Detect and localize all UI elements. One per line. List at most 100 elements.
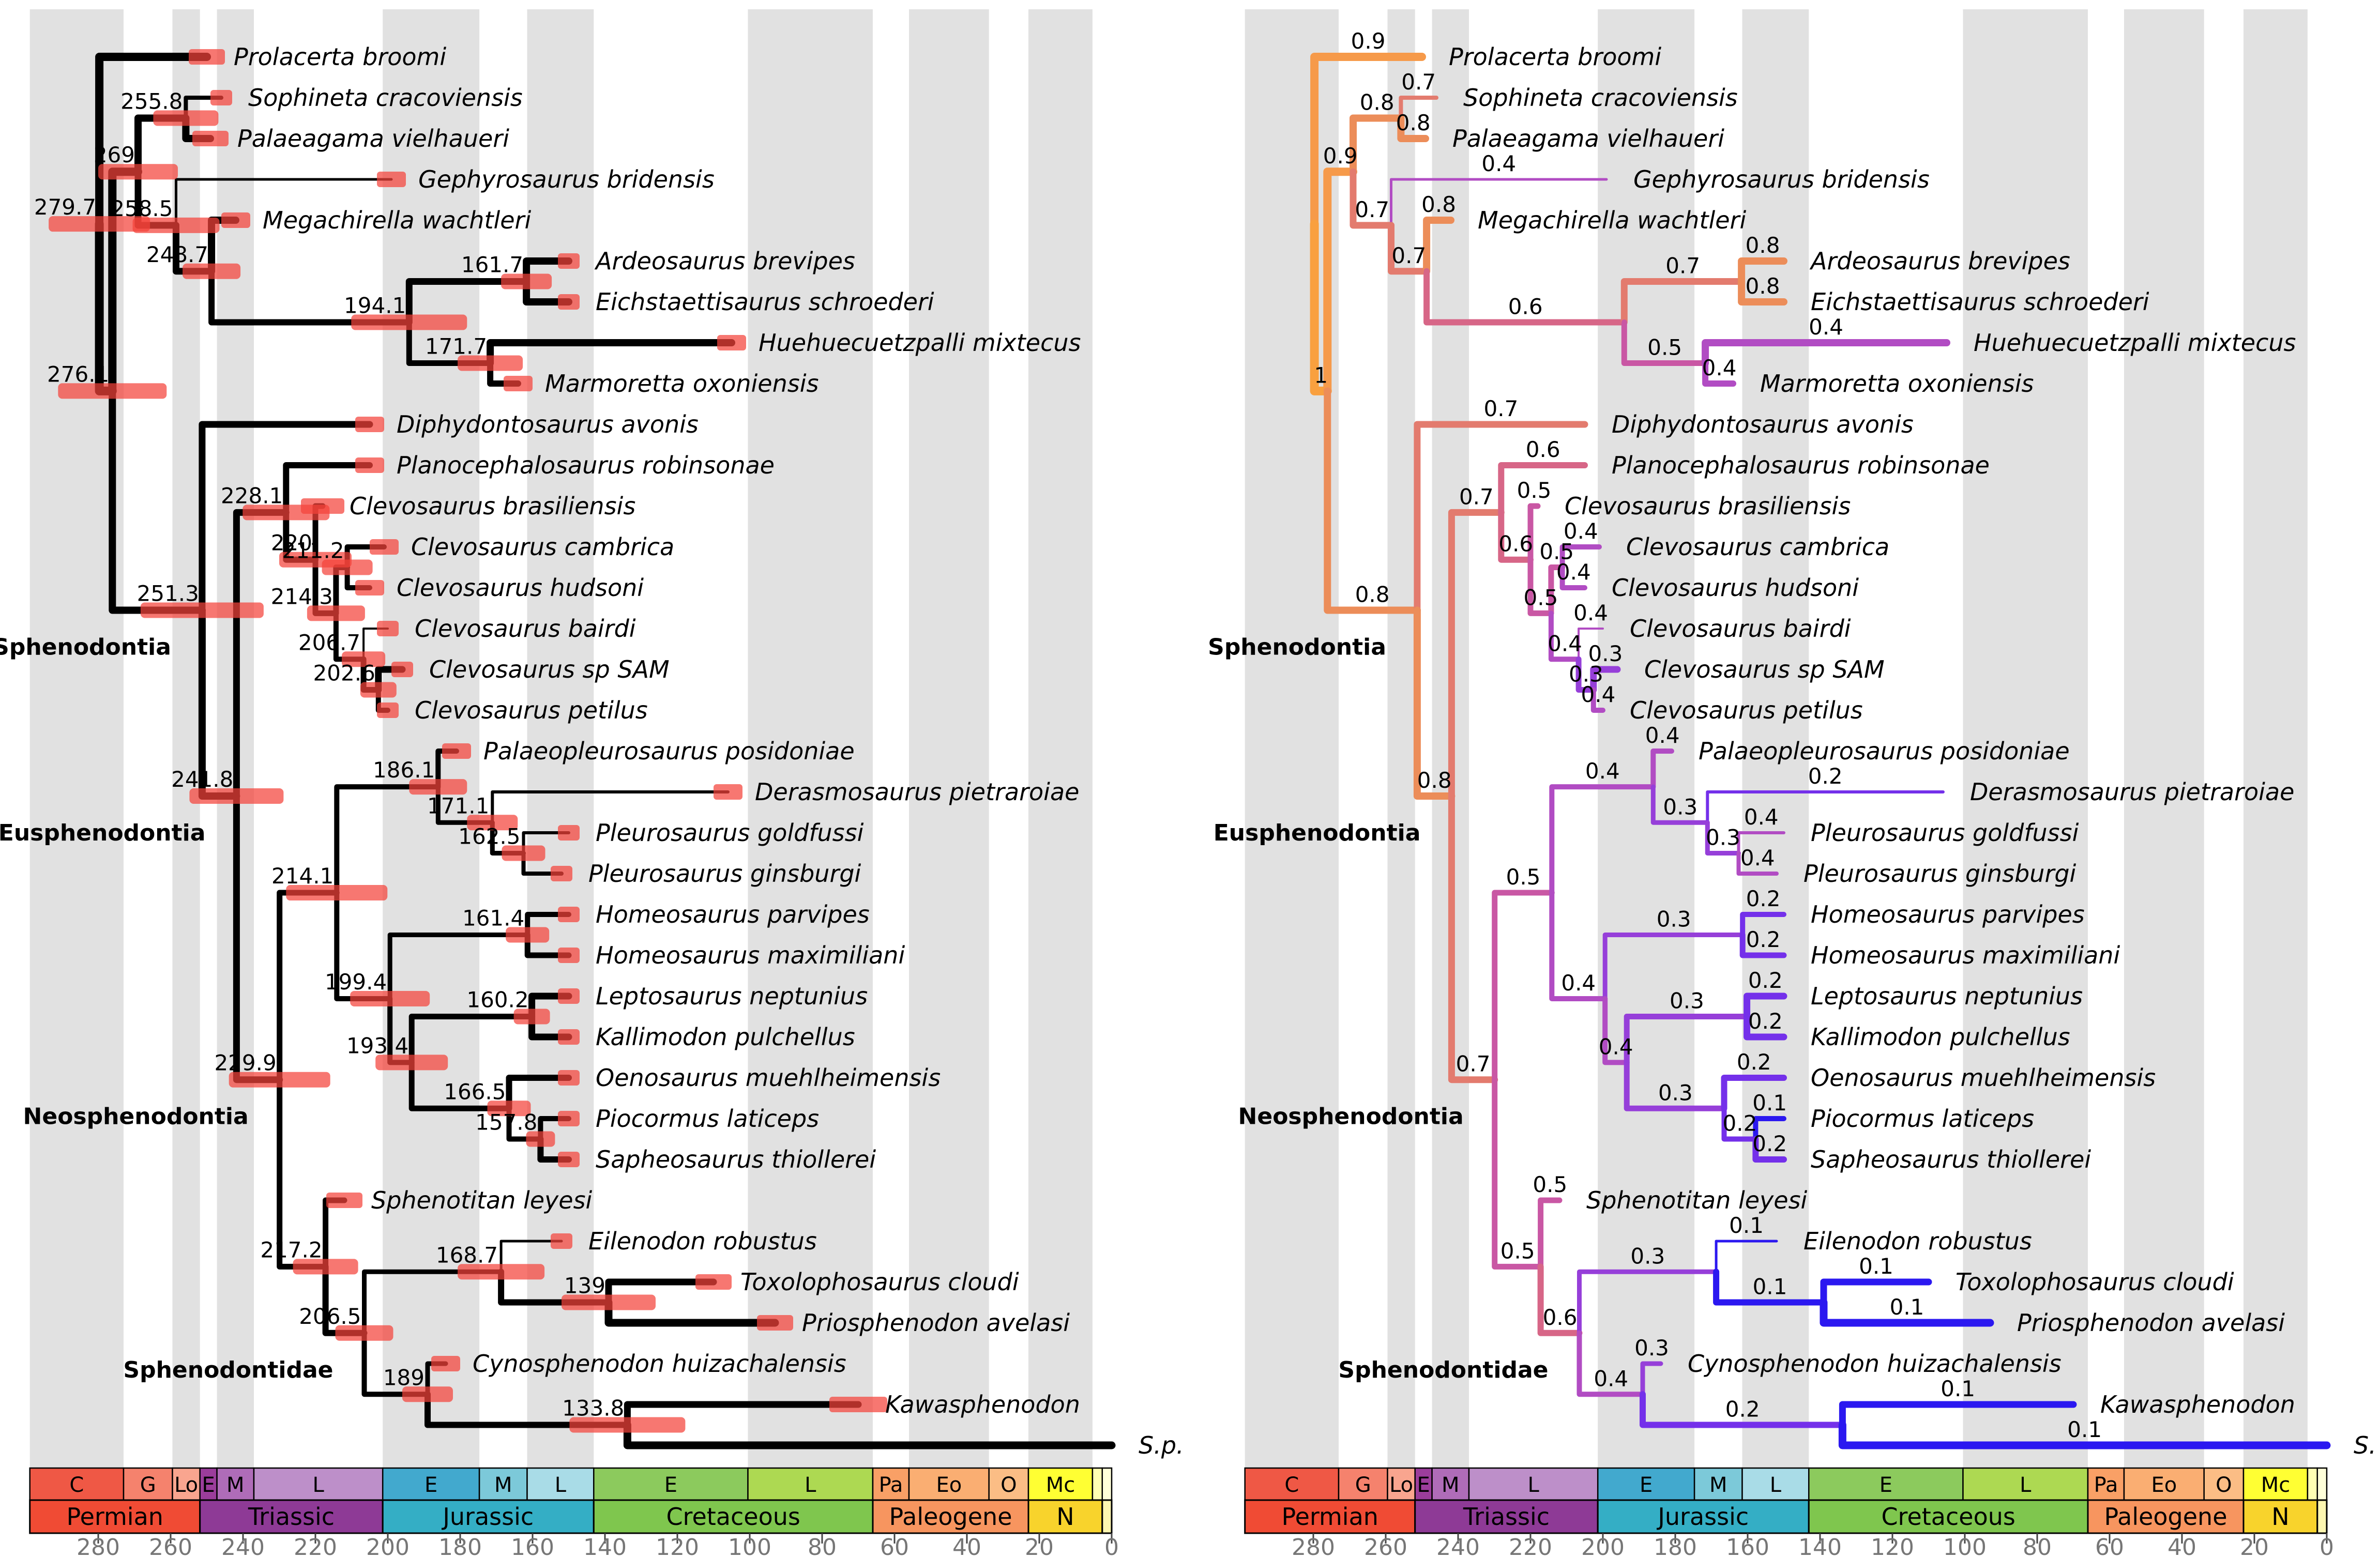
branch-internal [1548,564,1566,616]
taxon-label: Sophineta cracoviensis [1463,84,1738,112]
branch-kawasphenodon [1839,1401,2077,1428]
panel-posterior: 0.90.70.80.80.40.80.80.80.70.40.40.50.60… [1208,9,2380,1558]
tip-age-bar [558,948,580,963]
epoch-label: L [1527,1473,1539,1497]
taxon-label: Clevosaurus cambrica [411,533,674,561]
branch-internal [1423,268,1628,326]
branch-planocephalosaurus-robinsonae [283,462,373,516]
epoch-label: O [1000,1473,1017,1497]
posterior-label: 0.3 [1663,794,1697,819]
taxon-label: Planocephalosaurus robinsonae [397,451,775,479]
node-age-label: 228.1 [221,483,283,508]
taxon-label: Prolacerta broomi [234,43,446,71]
taxon-label: Clevosaurus hudsoni [1612,574,1859,602]
branch-oenosaurus-muehlheimensis [1721,1075,1787,1112]
epoch-cell [2242,1467,2309,1501]
node-age-label: 214.3 [271,584,333,609]
clade-label-sphenodontidae: Sphenodontidae [1338,1357,1548,1383]
node-age-label: 214.1 [271,863,333,889]
background-stripe [29,9,124,1468]
taxon-label: Eilenodon robustus [1803,1227,2032,1255]
node-hpd-bar [351,314,467,330]
node-age-label: 189 [383,1365,425,1390]
branch-internal [1624,1014,1750,1065]
branch-clevosaurus-brasiliensis [1527,503,1541,563]
posterior-label: 0.1 [1859,1254,1893,1279]
posterior-label: 0.7 [1355,197,1389,222]
epoch-label: Eo [936,1473,962,1497]
posterior-label: 0.8 [1746,233,1780,258]
tip-age-bar [192,131,229,146]
branch-huehuecuetzpalli-mixtecus [487,339,735,367]
taxon-label: Homeosaurus parvipes [596,900,870,928]
branch-internal [362,1269,504,1336]
taxon-label: Derasmosaurus pietraroiae [1970,778,2294,806]
taxon-label: Priosphenodon avelasi [2017,1309,2285,1337]
tree-branches [1310,53,2331,1449]
branch-internal [1448,509,1505,800]
branch-clevosaurus-cambrica [1559,544,1602,570]
taxon-label: Clevosaurus brasiliensis [1565,492,1851,520]
node-age-label: 258.5 [111,196,173,221]
tip-age-bar [370,539,399,555]
tip-age-bar [558,825,580,841]
posterior-label: 0.8 [1355,582,1390,607]
branch-sophineta-cracoviensis [1399,96,1438,120]
posterior-label: 0.2 [1808,763,1843,789]
axis-tick-label: 40 [2167,1534,2196,1558]
posterior-label: 0.1 [2067,1417,2102,1442]
tip-age-bar [558,253,580,269]
posterior-label: 0.3 [1657,907,1691,932]
epoch-cell [1027,1467,1094,1501]
branch-clevosaurus-petilus [1590,687,1605,713]
axis-tick-label: 180 [438,1534,482,1558]
posterior-label: 0.7 [1401,69,1436,95]
tip-age-bar [442,743,471,759]
branch-internal [1577,1269,1719,1336]
epoch-label: Pa [879,1473,903,1497]
branch-internal [1640,1391,1846,1428]
node-hpd-bar [279,552,352,568]
taxon-label: Toxolophosaurus cloudi [1955,1268,2234,1296]
taxon-label: Sphenotitan leyesi [371,1186,593,1214]
epoch-label: L [2020,1473,2032,1497]
node-hpd-bar [350,990,430,1006]
background-stripe [1028,9,1093,1468]
tip-age-bar [558,294,580,310]
node-age-label: 269 [94,142,135,167]
epoch-label: Mc [2261,1473,2291,1497]
period-label: Paleogene [2104,1503,2227,1531]
taxon-label: Clevosaurus sp SAM [1644,655,1885,683]
node-hpd-bar [513,1009,550,1025]
taxon-label: Huehuecuetzpalli mixtecus [759,329,1081,357]
tip-age-bar [551,1233,572,1249]
taxon-label: Palaeopleurosaurus posidoniae [1699,737,2070,765]
branch-diphydontosaurus-avonis [199,421,373,614]
axis-tick-label: 200 [366,1534,410,1558]
tip-age-bar [355,417,384,432]
taxon-label: S.p. [1139,1431,1184,1459]
epoch-cell [478,1467,528,1501]
tip-age-bar [714,784,742,800]
tip-age-bar [210,90,232,105]
tip-age-bar [377,172,406,187]
node-hpd-bar [286,885,388,901]
node-age-label: 186.1 [373,757,435,783]
taxon-label: Clevosaurus sp SAM [429,655,670,683]
epoch-label: M [226,1473,245,1497]
taxon-label: Planocephalosaurus robinsonae [1612,451,1990,479]
taxon-label: Pleurosaurus goldfussi [1811,819,2079,847]
branch-homeosaurus-parvipes [1740,912,1786,938]
background-stripes [1245,9,2308,1468]
tip-age-bar [504,376,533,391]
node-hpd-bar [153,110,219,126]
branch-diphydontosaurus-avonis [1414,421,1588,614]
epoch-cell [526,1467,595,1501]
node-hpd-bar [487,1101,531,1117]
posterior-label: 0.3 [1706,825,1740,850]
branch-prolacerta-broomi [1310,53,1426,228]
branch-internal [1705,820,1741,856]
epoch-label: L [805,1473,816,1497]
